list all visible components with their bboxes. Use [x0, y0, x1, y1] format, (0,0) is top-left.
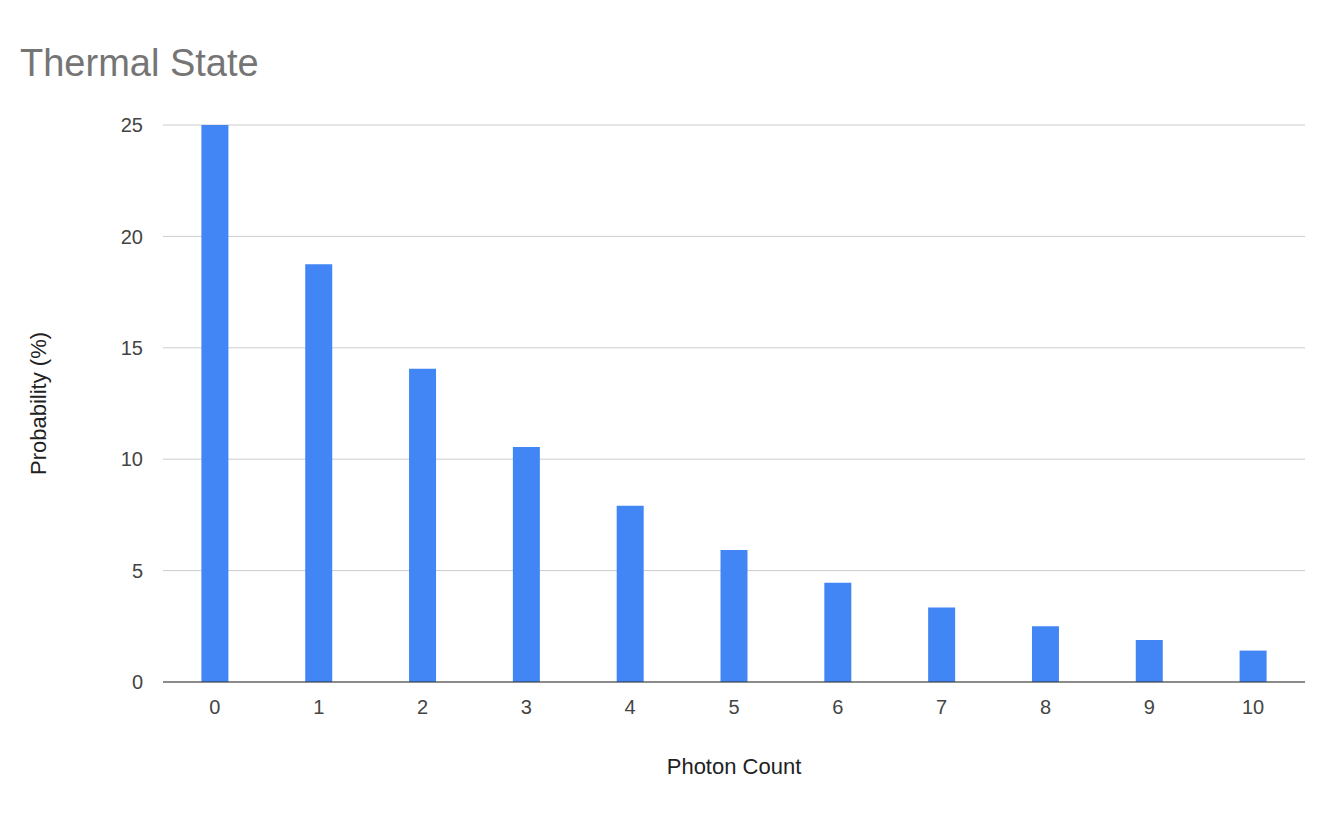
svg-text:5: 5 [132, 560, 143, 582]
svg-text:10: 10 [121, 448, 143, 470]
svg-text:0: 0 [209, 696, 220, 718]
svg-text:4: 4 [625, 696, 636, 718]
svg-text:15: 15 [121, 337, 143, 359]
svg-text:25: 25 [121, 114, 143, 136]
svg-text:7: 7 [936, 696, 947, 718]
svg-text:2: 2 [417, 696, 428, 718]
svg-text:5: 5 [728, 696, 739, 718]
svg-text:9: 9 [1144, 696, 1155, 718]
svg-text:8: 8 [1040, 696, 1051, 718]
svg-text:10: 10 [1242, 696, 1264, 718]
svg-text:0: 0 [132, 671, 143, 693]
html-text:Thermal State: Thermal State [20, 42, 259, 84]
svg-text:20: 20 [121, 226, 143, 248]
svg-text:Probability (%): Probability (%) [26, 332, 51, 475]
svg-text:3: 3 [521, 696, 532, 718]
svg-text:1: 1 [313, 696, 324, 718]
svg-text:6: 6 [832, 696, 843, 718]
svg-text:Photon Count: Photon Count [667, 754, 802, 779]
